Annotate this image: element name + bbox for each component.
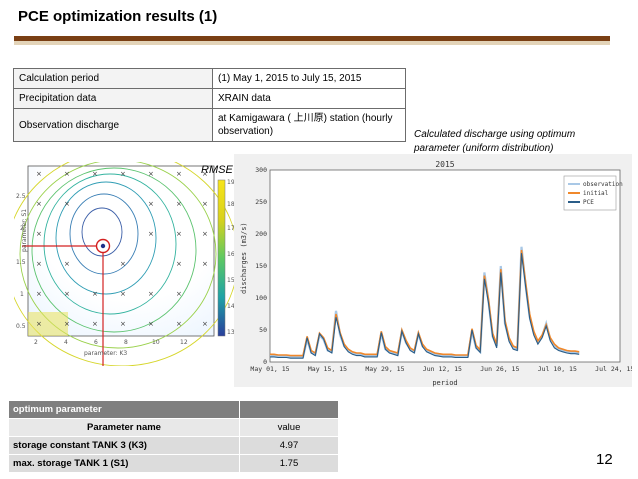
- svg-text:×: ×: [120, 260, 126, 268]
- info-row-precipitation: Precipitation data XRAIN data: [14, 89, 406, 109]
- contour-corner-fill: [28, 312, 68, 336]
- chart-y-tick-label: 300: [255, 166, 267, 174]
- svg-text:×: ×: [176, 200, 182, 208]
- chart-y-tick-label: 150: [255, 262, 267, 270]
- svg-text:×: ×: [148, 170, 154, 178]
- y-axis-label: parameter: S1: [21, 209, 28, 252]
- svg-text:×: ×: [36, 230, 42, 238]
- parameter-name: storage constant TANK 3 (K3): [9, 437, 240, 455]
- parameter-value: 4.97: [240, 437, 339, 455]
- table-row: storage constant TANK 3 (K3) 4.97: [9, 437, 339, 455]
- x-tick-label: 6: [94, 339, 98, 346]
- svg-text:×: ×: [176, 230, 182, 238]
- svg-text:×: ×: [202, 320, 208, 328]
- chart-y-tick-label: 100: [255, 294, 267, 302]
- info-value: at Kamigawara ( 上川原) station (hourly obs…: [213, 109, 406, 142]
- svg-text:×: ×: [202, 200, 208, 208]
- x-tick-label: 2: [34, 339, 38, 346]
- chart-x-label: period: [432, 379, 457, 387]
- x-tick-label: 10: [152, 339, 160, 346]
- svg-text:×: ×: [120, 320, 126, 328]
- svg-text:×: ×: [120, 290, 126, 298]
- chart-x-tick-label: May 15, 15: [308, 365, 347, 373]
- svg-text:×: ×: [64, 200, 70, 208]
- svg-text:×: ×: [36, 200, 42, 208]
- svg-text:×: ×: [92, 290, 98, 298]
- legend-label: observation: [583, 181, 623, 188]
- plot-caption: Calculated discharge using optimum param…: [414, 128, 604, 156]
- svg-text:×: ×: [176, 290, 182, 298]
- info-label: Precipitation data: [14, 89, 213, 109]
- y-tick-label: 1.5: [16, 259, 26, 266]
- svg-text:×: ×: [202, 230, 208, 238]
- svg-text:×: ×: [64, 290, 70, 298]
- svg-text:×: ×: [36, 290, 42, 298]
- chart-y-tick-label: 200: [255, 230, 267, 238]
- calculation-info-table: Calculation period (1) May 1, 2015 to Ju…: [13, 68, 406, 142]
- parameter-value: 1.75: [240, 455, 339, 473]
- chart-y-label: discharges (m3/s): [240, 222, 248, 294]
- colorbar: [218, 180, 225, 336]
- chart-x-tick-label: Jun 12, 15: [423, 365, 462, 373]
- x-axis-label: parameter: K3: [84, 350, 127, 357]
- rmse-label: RMSE: [201, 164, 233, 176]
- info-label: Calculation period: [14, 69, 213, 89]
- chart-y-tick-label: 50: [259, 326, 267, 334]
- svg-text:×: ×: [202, 260, 208, 268]
- chart-title: 2015: [435, 160, 454, 169]
- info-label: Observation discharge: [14, 109, 213, 142]
- chart-x-tick-label: Jul 10, 15: [538, 365, 577, 373]
- svg-text:×: ×: [148, 290, 154, 298]
- svg-text:×: ×: [120, 170, 126, 178]
- svg-text:×: ×: [64, 260, 70, 268]
- svg-text:×: ×: [176, 260, 182, 268]
- svg-text:×: ×: [92, 320, 98, 328]
- optimum-table-title: optimum parameter: [9, 401, 240, 419]
- x-tick-label: 4: [64, 339, 68, 346]
- chart-x-tick-label: Jul 24, 15: [595, 365, 632, 373]
- y-tick-label: 0.5: [16, 323, 26, 330]
- svg-text:×: ×: [176, 320, 182, 328]
- y-tick-label: 2.5: [16, 193, 26, 200]
- parameter-name: max. storage TANK 1 (S1): [9, 455, 240, 473]
- header-parameter-name: Parameter name: [9, 419, 240, 437]
- svg-text:×: ×: [36, 320, 42, 328]
- title-rule-light: [14, 41, 610, 45]
- svg-text:×: ×: [64, 320, 70, 328]
- info-value: (1) May 1, 2015 to July 15, 2015: [213, 69, 406, 89]
- svg-text:×: ×: [64, 170, 70, 178]
- discharge-chart: 2015 0 50 100 150 200 250 300 May 01, 15 May 15…: [234, 154, 632, 387]
- chart-x-tick-label: Jun 26, 15: [480, 365, 519, 373]
- info-row-period: Calculation period (1) May 1, 2015 to Ju…: [14, 69, 406, 89]
- svg-text:×: ×: [176, 170, 182, 178]
- rmse-contour-map: × × × × × × × × × × × × × × × × × × × × × × × × × × × × × × × × × × …: [14, 162, 236, 366]
- x-tick-label: 12: [180, 339, 188, 346]
- info-value: XRAIN data: [213, 89, 406, 109]
- chart-x-tick-label: May 01, 15: [250, 365, 289, 373]
- optimum-table-title-blank: [240, 401, 339, 419]
- y-tick-label: 1: [20, 291, 24, 298]
- optimum-parameter-table: optimum parameter Parameter name value s…: [8, 400, 339, 473]
- svg-text:×: ×: [148, 320, 154, 328]
- chart-legend: observation initial PCE: [564, 176, 623, 210]
- svg-text:×: ×: [148, 230, 154, 238]
- info-row-observation: Observation discharge at Kamigawara ( 上川…: [14, 109, 406, 142]
- optimum-point: [101, 244, 105, 248]
- legend-label: initial: [583, 190, 609, 197]
- table-row: max. storage TANK 1 (S1) 1.75: [9, 455, 339, 473]
- chart-y-tick-label: 250: [255, 198, 267, 206]
- svg-text:×: ×: [36, 260, 42, 268]
- slide-title: PCE optimization results (1): [18, 8, 217, 25]
- svg-text:×: ×: [92, 170, 98, 178]
- legend-label: PCE: [583, 199, 594, 206]
- page-number: 12: [596, 451, 613, 468]
- svg-text:×: ×: [36, 170, 42, 178]
- header-value: value: [240, 419, 339, 437]
- chart-x-tick-label: May 29, 15: [365, 365, 404, 373]
- svg-text:×: ×: [148, 200, 154, 208]
- x-tick-label: 8: [124, 339, 128, 346]
